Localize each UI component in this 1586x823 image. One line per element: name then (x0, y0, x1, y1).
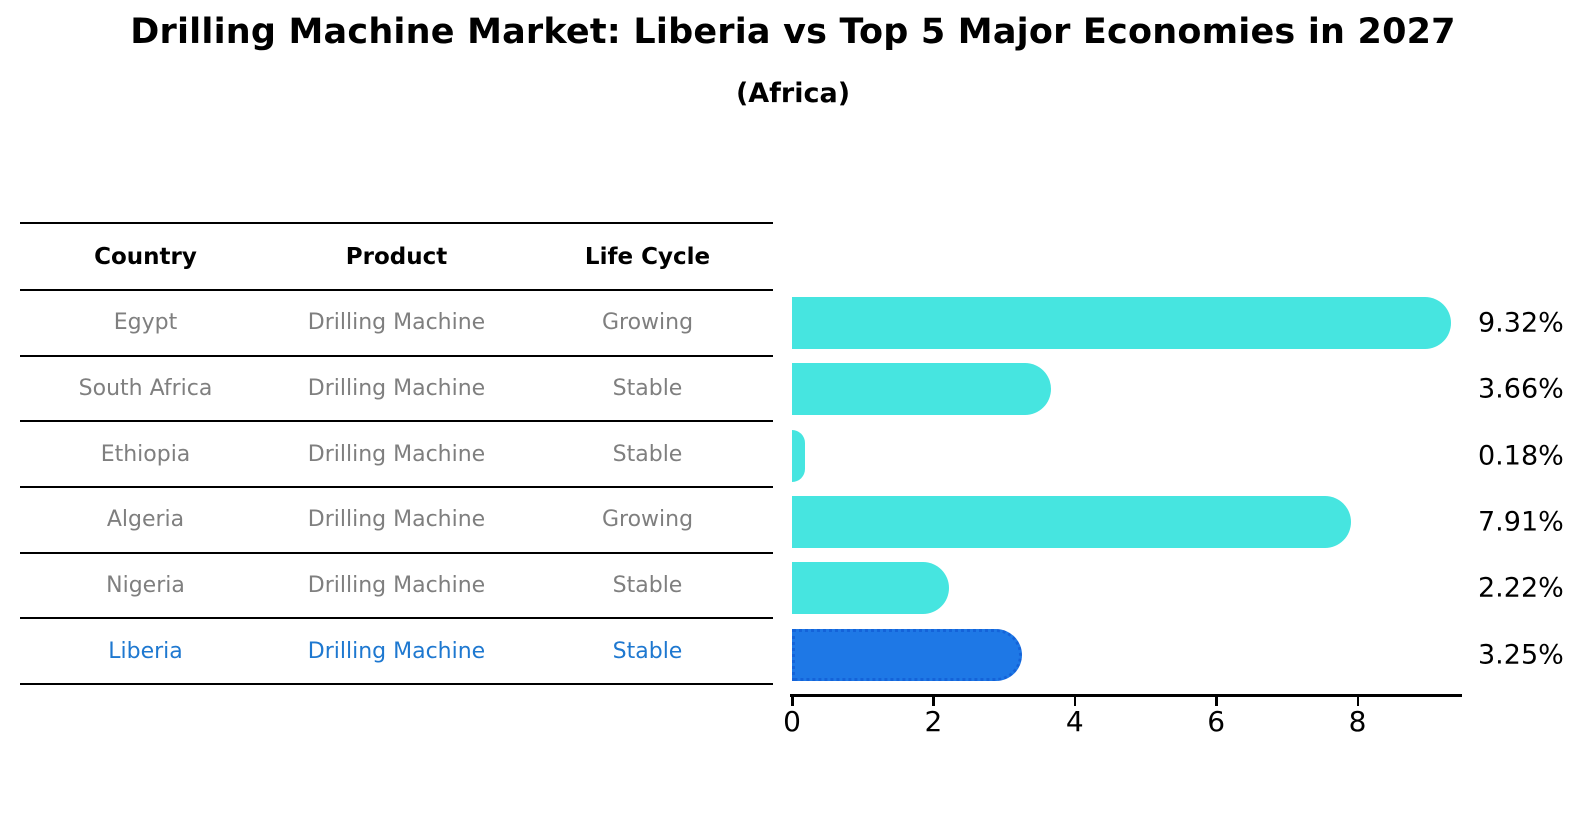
x-tick-label: 4 (1065, 705, 1084, 738)
cell-product: Drilling Machine (307, 376, 486, 402)
table-row: Egypt Drilling Machine Growing (20, 291, 773, 357)
x-tick (932, 697, 935, 706)
bar (792, 297, 1451, 350)
cell-country: Liberia (108, 638, 183, 664)
x-tick-label: 2 (924, 705, 943, 738)
chart-title: Drilling Machine Market: Liberia vs Top … (130, 12, 1456, 52)
table-header-lifecycle: Life Cycle (584, 243, 711, 270)
cell-country: Algeria (106, 507, 185, 533)
cell-lifecycle: Stable (612, 573, 683, 599)
bar-value-label: 0.18% (1478, 440, 1564, 472)
bar (792, 429, 805, 482)
x-tick (1073, 697, 1077, 706)
x-tick (1356, 697, 1360, 706)
x-axis-line (790, 694, 1462, 697)
cell-country: Nigeria (106, 573, 185, 599)
cell-country: Ethiopia (100, 441, 191, 467)
table-row: Nigeria Drilling Machine Stable (20, 554, 773, 620)
cell-country: South Africa (78, 376, 213, 402)
table-header-product: Product (345, 243, 448, 270)
bar (792, 496, 1352, 549)
country-table: Country Product Life Cycle Egypt Drilling… (20, 222, 773, 686)
table-body: Egypt Drilling Machine Growing South Africa… (20, 291, 773, 686)
bar-value-label: 9.32% (1478, 307, 1564, 339)
highlight-bar (792, 628, 1022, 681)
bar-chart-plot-area (792, 290, 1472, 688)
cell-product: Drilling Machine (307, 573, 486, 599)
table-row: Liberia Drilling Machine Stable (20, 619, 773, 686)
table-header-row: Country Product Life Cycle (20, 224, 773, 291)
table-header-country: Country (94, 243, 197, 270)
cell-product: Drilling Machine (307, 507, 486, 533)
chart-subtitle: (Africa) (735, 78, 851, 109)
bar-value-label: 7.91% (1478, 506, 1564, 538)
cell-lifecycle: Growing (601, 310, 694, 336)
bar-value-label: 3.25% (1478, 639, 1564, 671)
cell-lifecycle: Stable (612, 638, 683, 664)
table-row: Ethiopia Drilling Machine Stable (20, 422, 773, 489)
x-tick (791, 697, 794, 706)
bar-value-label: 3.66% (1478, 373, 1564, 405)
cell-lifecycle: Stable (612, 376, 683, 402)
table-row: South Africa Drilling Machine Stable (20, 357, 773, 423)
cell-lifecycle: Stable (612, 441, 683, 467)
table-row: Algeria Drilling Machine Growing (20, 488, 773, 554)
cell-lifecycle: Growing (601, 507, 694, 533)
x-tick-label: 8 (1348, 705, 1367, 738)
bar (792, 363, 1051, 416)
cell-product: Drilling Machine (307, 310, 486, 336)
cell-product: Drilling Machine (307, 638, 486, 664)
cell-product: Drilling Machine (307, 441, 486, 467)
cell-country: Egypt (113, 310, 178, 336)
bar-value-label: 2.22% (1478, 572, 1564, 604)
bar (792, 562, 949, 615)
x-tick-label: 0 (783, 705, 801, 738)
x-tick (1215, 697, 1218, 706)
x-tick-label: 6 (1207, 705, 1226, 738)
